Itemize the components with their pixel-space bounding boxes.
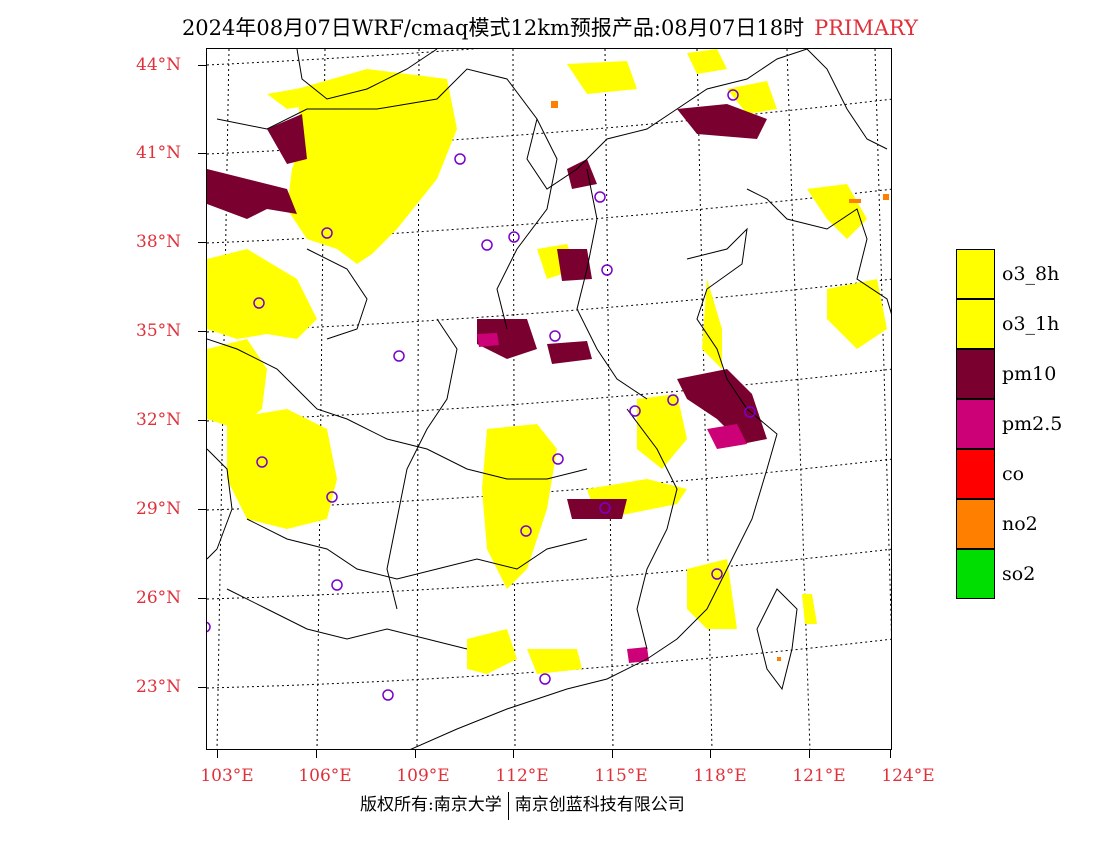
station-marker <box>539 673 551 685</box>
legend-label: o3_1h <box>1002 313 1060 335</box>
lat-tick <box>198 509 206 510</box>
lat-label-26: 26°N <box>136 588 182 608</box>
lon-label-115: 115°E <box>594 766 648 786</box>
lon-tick <box>890 750 891 758</box>
map-svg <box>207 49 891 749</box>
copyright-text: 版权所有:南京大学 <box>360 795 502 815</box>
lat-label-32: 32°N <box>136 410 182 430</box>
legend-label: pm10 <box>1002 363 1057 385</box>
lon-label-109: 109°E <box>396 766 450 786</box>
footer-copyright: 版权所有:南京大学 南京创蓝科技有限公司 <box>360 790 685 820</box>
graticule-lon <box>216 49 891 749</box>
station-marker <box>382 689 394 701</box>
station-marker <box>667 394 679 406</box>
lat-tick <box>198 420 206 421</box>
station-marker <box>393 350 405 362</box>
lat-label-35: 35°N <box>136 321 182 341</box>
lon-label-118: 118°E <box>693 766 747 786</box>
company-text: 南京创蓝科技有限公司 <box>514 795 685 815</box>
footer-separator <box>507 791 509 820</box>
lat-tick <box>198 65 206 66</box>
map-panel <box>206 48 892 750</box>
station-marker <box>711 568 723 580</box>
legend-label: so2 <box>1002 563 1036 585</box>
station-marker <box>629 405 641 417</box>
lon-label-124: 124°E <box>881 766 935 786</box>
station-marker <box>727 89 739 101</box>
station-marker <box>253 297 265 309</box>
legend-swatch <box>956 349 995 399</box>
station-marker <box>321 227 333 239</box>
station-marker <box>481 239 493 251</box>
lat-tick <box>198 331 206 332</box>
legend-label: pm2.5 <box>1002 413 1063 435</box>
legend-swatch <box>956 299 995 349</box>
station-marker <box>256 456 268 468</box>
o3-coverage <box>207 49 887 674</box>
legend-swatch <box>956 549 995 599</box>
lon-label-112: 112°E <box>495 766 549 786</box>
lon-tick <box>415 750 416 758</box>
legend-label: o3_8h <box>1002 263 1060 285</box>
station-marker <box>594 191 606 203</box>
station-marker <box>599 502 611 514</box>
lat-tick <box>198 687 206 688</box>
lon-label-106: 106°E <box>298 766 352 786</box>
station-markers <box>207 89 756 701</box>
station-marker <box>326 491 338 503</box>
lat-tick <box>198 153 206 154</box>
station-marker <box>207 621 211 633</box>
lon-tick <box>513 750 514 758</box>
legend-swatch <box>956 399 995 449</box>
station-marker <box>552 453 564 465</box>
lat-tick <box>198 242 206 243</box>
station-marker <box>454 153 466 165</box>
lon-tick <box>612 750 613 758</box>
legend-swatch <box>956 249 995 299</box>
station-marker <box>744 406 756 418</box>
lat-label-44: 44°N <box>136 55 182 75</box>
station-marker <box>520 525 532 537</box>
station-marker <box>601 264 613 276</box>
title-primary-tag: PRIMARY <box>814 16 919 40</box>
legend-swatch <box>956 449 995 499</box>
lat-label-23: 23°N <box>136 677 182 697</box>
pm10-coverage <box>207 104 767 519</box>
lon-label-121: 121°E <box>792 766 846 786</box>
lon-tick <box>710 750 711 758</box>
map-title: 2024年08月07日WRF/cmaq模式12km预报产品:08月07日18时 P… <box>0 12 1100 42</box>
lat-tick <box>198 598 206 599</box>
legend-label: co <box>1002 463 1025 485</box>
lat-label-38: 38°N <box>136 232 182 252</box>
lat-label-41: 41°N <box>136 143 182 163</box>
title-main: 2024年08月07日WRF/cmaq模式12km预报产品:08月07日18时 <box>181 16 805 40</box>
lon-tick <box>316 750 317 758</box>
lon-tick <box>809 750 810 758</box>
lat-label-29: 29°N <box>136 499 182 519</box>
station-marker <box>331 579 343 591</box>
pm25-coverage <box>477 333 747 663</box>
legend-swatch <box>956 499 995 549</box>
lon-label-103: 103°E <box>200 766 254 786</box>
legend-label: no2 <box>1002 513 1038 535</box>
boundaries <box>207 49 891 749</box>
station-marker <box>508 231 520 243</box>
no2-coverage <box>551 101 889 661</box>
station-marker <box>549 330 561 342</box>
lon-tick <box>217 750 218 758</box>
